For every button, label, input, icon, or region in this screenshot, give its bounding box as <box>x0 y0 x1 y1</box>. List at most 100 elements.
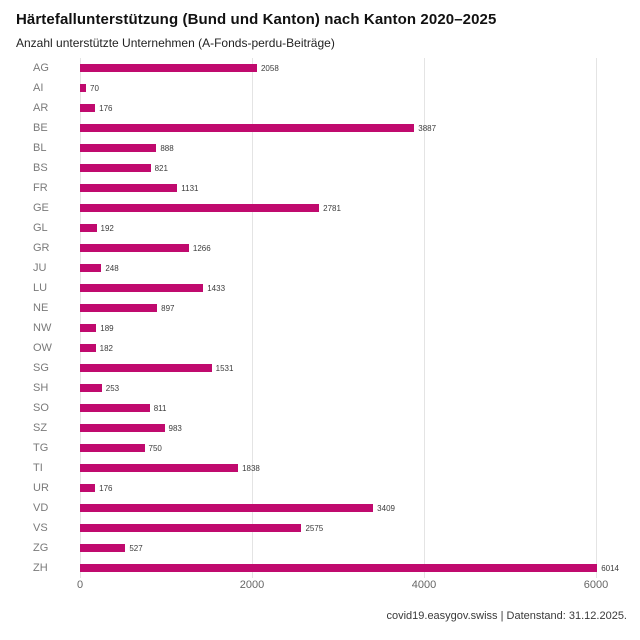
value-label: 3887 <box>418 124 437 133</box>
gridline <box>424 58 425 578</box>
bar-row: FR 1131 <box>0 178 640 198</box>
canton-label: GL <box>33 222 48 234</box>
canton-label: TG <box>33 442 49 454</box>
value-label: 1838 <box>242 464 260 473</box>
value-label: 6014 <box>601 564 619 573</box>
bar-row: AG 2058 <box>0 58 640 78</box>
value-label: 750 <box>148 444 162 453</box>
bar-row: SZ 983 <box>0 418 640 438</box>
value-label: 1433 <box>207 284 226 293</box>
bar-zh[interactable] <box>80 564 598 572</box>
canton-label: AI <box>33 82 44 94</box>
value-label: 176 <box>99 104 113 113</box>
bar-ow[interactable] <box>80 344 96 352</box>
gridline <box>596 58 597 578</box>
page-title: Härtefallunterstützung (Bund und Kanton)… <box>16 11 497 28</box>
bar-ne[interactable] <box>80 304 158 312</box>
bar-ge[interactable] <box>80 204 320 212</box>
bar-bl[interactable] <box>80 144 157 152</box>
value-label: 182 <box>99 344 113 353</box>
canton-label: NE <box>33 302 49 314</box>
bar-so[interactable] <box>80 404 150 412</box>
bar-sz[interactable] <box>80 424 165 432</box>
value-label: 1531 <box>215 364 234 373</box>
canton-label: ZH <box>33 562 48 574</box>
canton-label: LU <box>33 282 48 294</box>
bar-gl[interactable] <box>80 224 97 232</box>
bar-sh[interactable] <box>80 384 102 392</box>
canton-label: BS <box>33 162 48 174</box>
value-label: 888 <box>160 144 174 153</box>
bar-row: TG 750 <box>0 438 640 458</box>
bar-row: TI 1838 <box>0 458 640 478</box>
canton-label: AG <box>33 62 49 74</box>
bar-row: BL 888 <box>0 138 640 158</box>
bar-row: BS 821 <box>0 158 640 178</box>
bar-gr[interactable] <box>80 244 189 252</box>
value-label: 1266 <box>192 244 211 253</box>
canton-label: SG <box>33 362 49 374</box>
gridline <box>252 58 253 578</box>
canton-label: OW <box>33 342 52 354</box>
canton-label: BE <box>33 122 48 134</box>
canton-label: GR <box>33 242 50 254</box>
bar-nw[interactable] <box>80 324 97 332</box>
canton-label: BL <box>33 142 47 154</box>
bar-row: JU 248 <box>0 258 640 278</box>
bar-row: BE 3887 <box>0 118 640 138</box>
value-label: 253 <box>105 384 120 393</box>
value-label: 821 <box>154 164 168 173</box>
bar-row: VD 3409 <box>0 498 640 518</box>
bar-ur[interactable] <box>80 484 96 492</box>
value-label: 2781 <box>323 204 341 213</box>
bar-sg[interactable] <box>80 364 212 372</box>
bar-fr[interactable] <box>80 184 178 192</box>
plot-area: AG 2058 AI 70 AR 176 BE 3887 BL 888 BS 821 FR 1131 GE 2… <box>0 58 640 578</box>
value-label: 897 <box>161 304 175 313</box>
value-label: 811 <box>153 404 167 413</box>
x-tick-label: 4000 <box>411 579 437 591</box>
canton-label: SH <box>33 382 49 394</box>
bar-zg[interactable] <box>80 544 126 552</box>
bar-ag[interactable] <box>80 64 257 72</box>
bar-row: NE 897 <box>0 298 640 318</box>
bar-row: GL 192 <box>0 218 640 238</box>
canton-label: GE <box>33 202 49 214</box>
x-tick-label: 0 <box>76 579 84 591</box>
bar-vd[interactable] <box>80 504 374 512</box>
bar-vs[interactable] <box>80 524 302 532</box>
bar-row: NW 189 <box>0 318 640 338</box>
canton-label: JU <box>33 262 47 274</box>
value-label: 2575 <box>305 524 324 533</box>
bar-row: AI 70 <box>0 78 640 98</box>
x-axis: 0 2000 4000 6000 <box>0 579 640 595</box>
value-label: 248 <box>105 264 119 273</box>
value-label: 2058 <box>260 64 279 73</box>
value-label: 1131 <box>181 184 199 193</box>
canton-label: FR <box>33 182 48 194</box>
chart-subtitle: Anzahl unterstützte Unternehmen (A-Fonds… <box>16 36 335 50</box>
value-label: 192 <box>100 224 114 233</box>
bar-row: SG 1531 <box>0 358 640 378</box>
bar-tg[interactable] <box>80 444 145 452</box>
value-label: 176 <box>99 484 113 493</box>
bar-row: SO 811 <box>0 398 640 418</box>
bar-be[interactable] <box>80 124 415 132</box>
source-caption: covid19.easygov.swiss | Datenstand: 31.1… <box>386 610 627 622</box>
value-label: 527 <box>129 544 143 553</box>
canton-label: NW <box>33 322 52 334</box>
gridline <box>80 58 81 578</box>
bar-bs[interactable] <box>80 164 151 172</box>
canton-label: SZ <box>33 422 48 434</box>
x-tick-label: 2000 <box>239 579 265 591</box>
bar-ti[interactable] <box>80 464 239 472</box>
x-tick-label: 6000 <box>583 579 609 591</box>
bar-lu[interactable] <box>80 284 204 292</box>
bar-ju[interactable] <box>80 264 102 272</box>
bar-row: AR 176 <box>0 98 640 118</box>
canton-label: VD <box>33 502 49 514</box>
bar-row: OW 182 <box>0 338 640 358</box>
bar-ai[interactable] <box>80 84 87 92</box>
bar-row: GE 2781 <box>0 198 640 218</box>
bar-ar[interactable] <box>80 104 96 112</box>
